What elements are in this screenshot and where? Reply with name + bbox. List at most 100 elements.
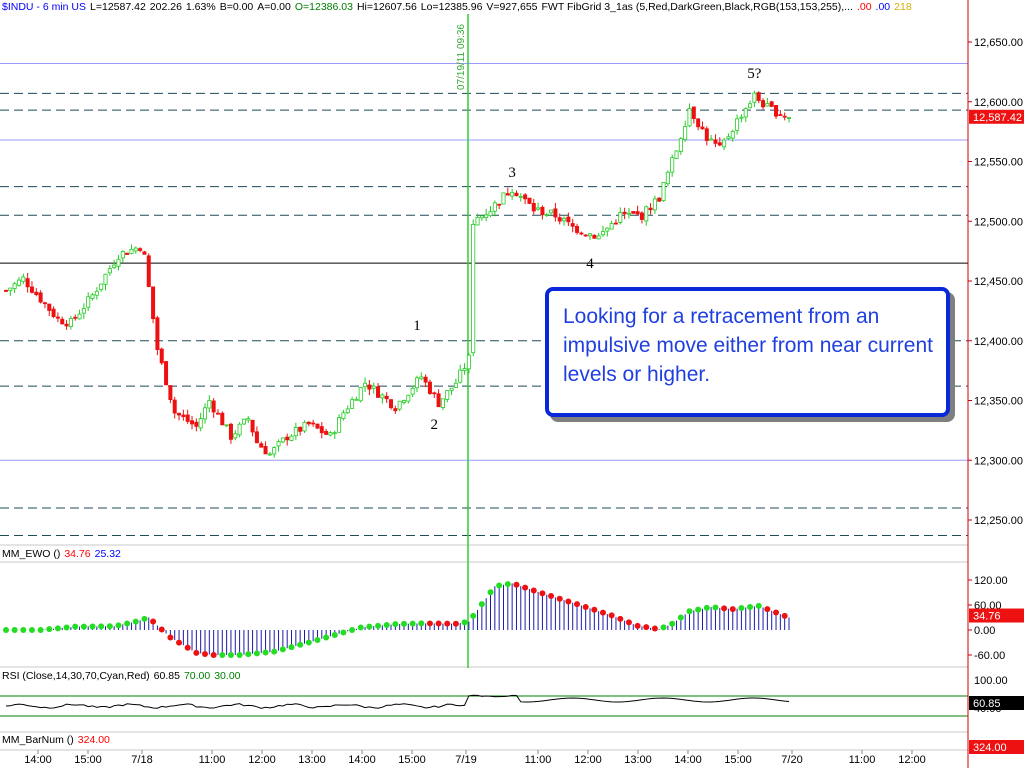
rsi-last-box	[969, 696, 1024, 710]
time-tick-label: 11:00	[525, 754, 552, 766]
candle-body	[68, 318, 73, 327]
ewo-dot	[461, 619, 468, 626]
ewo-dot	[331, 632, 338, 638]
ewo-dot	[54, 625, 61, 632]
rsi-header-item-3: 30.00	[214, 670, 241, 682]
candle-body	[479, 215, 484, 219]
candle-body	[276, 441, 281, 447]
candle-body	[691, 106, 696, 119]
candle-body	[254, 431, 259, 444]
ewo-dot	[755, 602, 762, 609]
ewo-dot	[297, 641, 304, 648]
candle-body	[427, 381, 432, 394]
candle-body	[748, 103, 753, 109]
candle-body	[194, 421, 199, 427]
time-tick-label: 7/20	[781, 754, 802, 766]
ewo-dot	[539, 590, 546, 597]
main-header-item-10: FWT FibGrid 3_1as (5,Red,DarkGreen,Black…	[541, 1, 853, 13]
candle-body	[120, 251, 125, 259]
candle-body	[523, 194, 528, 200]
ewo-header-item-2: 25.32	[94, 548, 121, 560]
candle-body	[618, 212, 623, 223]
candle-body	[99, 283, 104, 291]
candle-body	[298, 426, 303, 432]
candle-body	[769, 101, 774, 107]
candle-body	[700, 126, 705, 130]
ewo-dot	[106, 623, 113, 630]
candle-body	[613, 222, 618, 225]
candle-body	[488, 211, 493, 217]
barnum-header-item-0: MM_BarNum ()	[2, 734, 74, 746]
candle-body	[151, 286, 156, 320]
candle-body	[475, 216, 480, 226]
candle-body	[289, 435, 294, 441]
barnum-last-box	[969, 740, 1024, 754]
ewo-dot	[530, 587, 537, 594]
candle-body	[272, 447, 277, 455]
candle-body	[155, 317, 160, 350]
ewo-dot	[409, 620, 416, 627]
rsi-panel	[0, 694, 968, 717]
candle-body	[224, 424, 229, 427]
ewo-dot	[548, 593, 555, 600]
price-tick-label: 12,250.00	[974, 515, 1023, 527]
ewo-dot	[46, 626, 53, 633]
candle-body	[765, 103, 770, 107]
ewo-dot	[141, 615, 148, 622]
candle-body	[25, 278, 30, 288]
candle-body	[211, 400, 216, 413]
ewo-dot	[478, 601, 485, 608]
candle-body	[466, 354, 471, 370]
candle-body	[462, 368, 467, 371]
ewo-dot	[435, 620, 442, 627]
candle-body	[596, 235, 601, 240]
candle-body	[562, 217, 567, 222]
candle-body	[60, 318, 65, 325]
ewo-dot	[245, 651, 252, 658]
ewo-dot	[634, 622, 641, 629]
candle-body	[116, 258, 121, 267]
ewo-tick-label: -60.00	[974, 650, 1005, 662]
ewo-dot	[651, 625, 658, 632]
candle-body	[514, 192, 519, 197]
candle-body	[64, 323, 69, 327]
candle-body	[605, 227, 610, 232]
ewo-dot	[695, 606, 702, 613]
rsi-header-item-0: RSI (Close,14,30,70,Cyan,Red)	[2, 670, 150, 682]
main-header-item-2: 202.26	[149, 1, 182, 13]
candle-body	[687, 108, 692, 127]
candle-body	[328, 432, 333, 436]
candle-body	[389, 399, 394, 409]
candle-body	[553, 208, 558, 218]
ewo-dot	[167, 634, 174, 641]
ewo-dot	[72, 623, 79, 630]
ewo-dot	[599, 609, 606, 616]
candle-body	[125, 252, 130, 255]
ewo-dot	[150, 618, 157, 625]
candle-body	[107, 268, 112, 274]
ewo-dot	[721, 605, 728, 612]
ewo-dot	[11, 627, 18, 633]
candle-body	[86, 296, 91, 308]
ewo-dot	[366, 623, 373, 630]
candle-body	[202, 407, 207, 420]
candle-body	[722, 139, 727, 148]
candle-body	[505, 193, 510, 196]
price-tick-label: 12,600.00	[974, 97, 1023, 109]
time-tick-label: 12:00	[898, 754, 926, 766]
candle-body	[527, 197, 532, 204]
wave-label: 4	[586, 256, 594, 272]
candle-body	[549, 209, 554, 214]
ewo-dot	[400, 620, 407, 627]
ewo-dot	[738, 605, 745, 612]
candle-body	[380, 394, 385, 399]
candle-body	[181, 414, 186, 418]
ewo-dot	[201, 650, 208, 657]
time-tick-label: 15:00	[398, 754, 426, 766]
candle-body	[739, 116, 744, 119]
candle-body	[172, 399, 177, 414]
ewo-dot	[426, 620, 433, 627]
ewo-dot	[608, 612, 615, 619]
price-tick-label: 12,450.00	[974, 276, 1023, 288]
candle-body	[449, 387, 454, 391]
